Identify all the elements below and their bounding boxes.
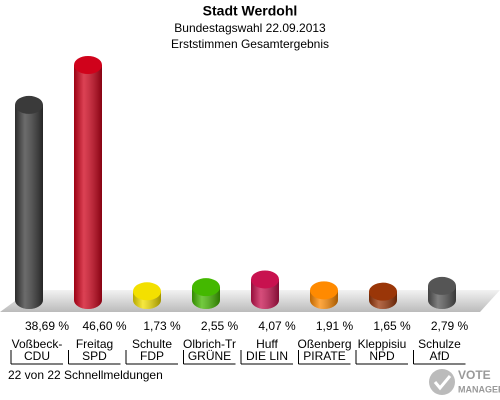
x-tick-label: Voßbeck-	[12, 337, 63, 351]
party-label: CDU	[24, 349, 50, 363]
bar-bottom-shade	[192, 291, 220, 309]
value-label: 1,73 %	[143, 319, 181, 333]
bar-top	[192, 278, 220, 297]
x-tick-label: Freitag	[76, 337, 113, 351]
value-label: 38,69 %	[25, 319, 69, 333]
party-label: FDP	[140, 349, 164, 363]
value-label: 2,55 %	[201, 319, 239, 333]
x-tick-label: Kleppisiu	[358, 337, 407, 351]
value-label: 46,60 %	[82, 319, 126, 333]
x-tick-label: Olbrich-Tr	[183, 337, 236, 351]
party-label: SPD	[82, 349, 107, 363]
footer: 22 von 22 Schnellmeldungen	[8, 368, 163, 382]
value-label: 1,91 %	[316, 319, 354, 333]
chart-subtitle: Bundestagswahl 22.09.2013	[174, 21, 326, 35]
party-label: PIRATE	[303, 349, 345, 363]
bar-top	[74, 56, 102, 74]
x-tick-label: Schulte	[132, 337, 172, 351]
x-tick-label: Schulze	[418, 337, 461, 351]
value-label: 4,07 %	[258, 319, 296, 333]
bar-bottom-shade	[251, 291, 279, 309]
bar-top	[428, 276, 456, 295]
chart-title: Stadt Werdohl	[203, 3, 298, 19]
logo: VOTE MANAGER	[429, 368, 500, 395]
bar-bottom-shade	[428, 291, 456, 309]
bar-top	[369, 282, 397, 301]
bar-top	[251, 270, 279, 289]
x-tick-label: Huff	[256, 337, 278, 351]
value-label: 1,65 %	[373, 319, 411, 333]
bar-bottom-shade	[74, 291, 102, 309]
logo-text: VOTE	[458, 368, 491, 382]
party-label: GRÜNE	[188, 349, 231, 363]
bar-shade	[74, 65, 102, 300]
logo-text: MANAGER	[458, 384, 500, 394]
bar-shade	[15, 104, 43, 300]
bar-bottom-shade	[15, 291, 43, 309]
party-label: AfD	[429, 349, 449, 363]
value-label: 2,79 %	[431, 319, 469, 333]
chart-subtitle: Erststimmen Gesamtergebnis	[171, 37, 329, 51]
bar-top	[133, 282, 161, 301]
bar-top	[310, 281, 338, 300]
x-tick-label: Oßenberg	[297, 337, 351, 351]
party-label: NPD	[369, 349, 395, 363]
party-label: DIE LIN	[246, 349, 288, 363]
bar-top	[15, 95, 43, 114]
